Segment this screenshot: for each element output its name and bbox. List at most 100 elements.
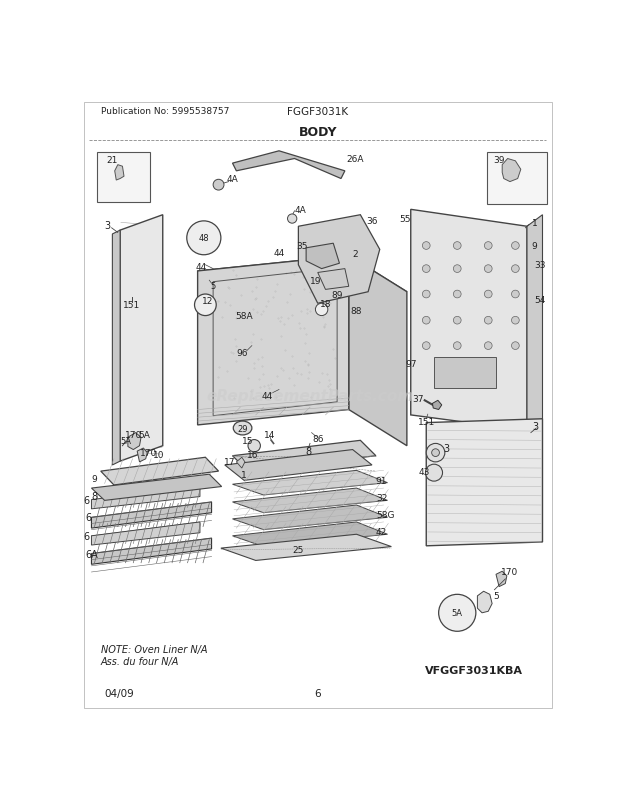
Circle shape [422,265,430,273]
Text: 10: 10 [153,450,165,459]
Text: 19: 19 [311,277,322,286]
Text: 48: 48 [198,234,209,243]
Polygon shape [298,216,379,304]
Text: 16: 16 [247,450,259,459]
Polygon shape [120,216,162,461]
Polygon shape [92,475,222,500]
Text: 55: 55 [399,215,410,224]
Polygon shape [348,256,407,446]
Text: 2: 2 [352,249,358,258]
Text: 18: 18 [320,299,331,309]
Text: 39: 39 [494,156,505,164]
Text: 25: 25 [293,545,304,554]
Text: Publication No: 5995538757: Publication No: 5995538757 [100,107,229,116]
Text: 170: 170 [502,567,518,576]
Text: 5: 5 [211,282,216,290]
Text: 5: 5 [493,592,499,601]
Text: 151: 151 [418,418,435,427]
Polygon shape [236,458,245,468]
Polygon shape [198,256,348,425]
Circle shape [453,317,461,325]
Circle shape [288,215,297,224]
Polygon shape [232,471,388,496]
Circle shape [422,342,430,350]
Text: 5A: 5A [138,430,150,439]
Circle shape [453,242,461,250]
Text: 9: 9 [92,475,97,484]
Text: 6: 6 [314,688,321,699]
Polygon shape [496,572,507,587]
Circle shape [453,342,461,350]
Polygon shape [502,160,521,182]
Text: 37: 37 [413,395,424,403]
Text: 1: 1 [532,219,538,228]
Text: 14: 14 [264,430,275,439]
Polygon shape [427,419,542,546]
Polygon shape [410,210,527,431]
Text: 58G: 58G [376,510,394,519]
Text: 5A: 5A [121,436,132,445]
Polygon shape [200,229,210,242]
Polygon shape [232,505,388,530]
Circle shape [484,242,492,250]
Text: 6A: 6A [86,549,98,559]
Text: 91: 91 [376,476,388,485]
Polygon shape [221,535,391,561]
Circle shape [422,317,430,325]
Polygon shape [112,231,120,465]
Circle shape [316,304,328,316]
Text: 170: 170 [140,448,157,458]
Circle shape [484,291,492,298]
Text: 44: 44 [273,249,285,257]
Polygon shape [128,433,141,450]
Text: 44: 44 [262,391,273,401]
Polygon shape [527,216,542,431]
Text: 36: 36 [366,217,378,225]
Text: 6: 6 [84,531,90,541]
Ellipse shape [233,422,252,435]
Text: 33: 33 [534,261,546,270]
Text: 04/09: 04/09 [105,688,135,699]
Polygon shape [115,165,124,180]
Circle shape [422,291,430,298]
Polygon shape [317,269,348,290]
Text: 15: 15 [242,436,254,445]
Text: 96: 96 [237,349,249,358]
Polygon shape [224,450,372,480]
Text: 5A: 5A [452,609,463,618]
Text: 26A: 26A [347,155,364,164]
Bar [434,358,496,388]
Text: 29: 29 [237,424,248,433]
Text: 6: 6 [86,512,91,523]
Text: 88: 88 [351,307,362,316]
Text: 35: 35 [296,241,308,251]
Polygon shape [433,401,441,410]
Circle shape [427,444,445,462]
Text: 8: 8 [92,491,97,501]
Polygon shape [137,448,148,462]
Bar [97,152,149,202]
Text: 3: 3 [104,221,110,230]
Circle shape [512,265,520,273]
Circle shape [248,440,260,452]
Polygon shape [92,486,200,509]
Text: 58A: 58A [236,312,253,321]
Circle shape [439,594,476,631]
Polygon shape [232,522,388,547]
Circle shape [453,265,461,273]
Text: 151: 151 [123,301,140,310]
Text: BODY: BODY [298,125,337,139]
Text: 6: 6 [84,495,90,505]
Polygon shape [92,502,211,529]
Circle shape [512,242,520,250]
Circle shape [484,265,492,273]
Circle shape [432,449,440,457]
Text: 42: 42 [376,527,387,536]
Text: 170: 170 [125,430,142,439]
Text: 89: 89 [331,290,343,299]
Circle shape [195,294,216,316]
Text: 1: 1 [241,471,247,480]
Polygon shape [198,256,407,308]
Circle shape [425,464,443,481]
Text: 21: 21 [106,156,118,164]
